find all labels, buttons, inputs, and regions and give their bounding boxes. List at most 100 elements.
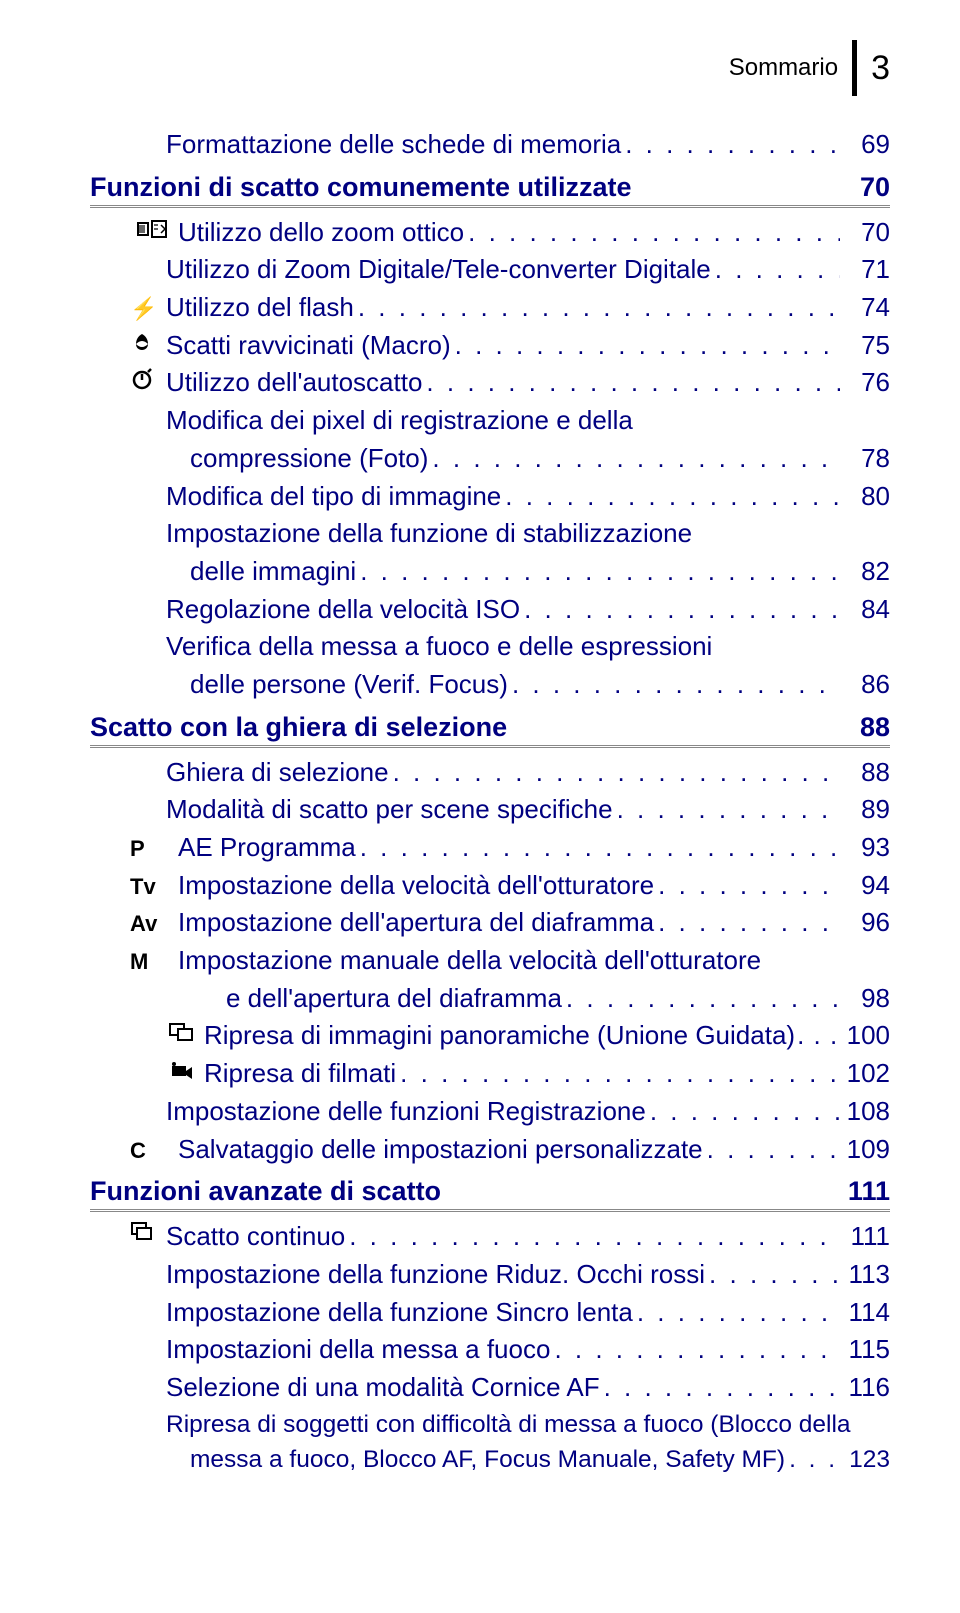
toc-section-heading[interactable]: Scatto con la ghiera di selezione 88 xyxy=(90,712,890,748)
toc-entry[interactable]: Ripresa di immagini panoramiche (Unione … xyxy=(168,1017,890,1055)
toc-entry[interactable]: Scatti ravvicinati (Macro)75 xyxy=(130,327,890,365)
page-header: Sommario 3 xyxy=(90,40,890,96)
toc-entry[interactable]: Utilizzo dell'autoscatto76 xyxy=(130,364,890,402)
toc-entry[interactable]: Impostazione delle funzioni Registrazion… xyxy=(130,1093,890,1131)
toc-text: messa a fuoco, Blocco AF, Focus Manuale,… xyxy=(190,1442,785,1478)
toc-entry[interactable]: Ripresa di soggetti con difficoltà di me… xyxy=(130,1407,890,1443)
toc-entry[interactable]: Impostazione della funzione Sincro lenta… xyxy=(130,1294,890,1332)
toc-text: Modalità di scatto per scene specifiche xyxy=(166,791,613,829)
toc-entry[interactable]: TvImpostazione della velocità dell'ottur… xyxy=(130,867,890,905)
toc-page: 74 xyxy=(840,289,890,327)
table-of-contents: Formattazione delle schede di memoria69 F… xyxy=(90,126,890,1478)
toc-page: 116 xyxy=(840,1369,890,1407)
toc-leader-dots xyxy=(654,867,840,905)
toc-page: 86 xyxy=(840,666,890,704)
toc-text: Selezione di una modalità Cornice AF xyxy=(166,1369,600,1407)
toc-page: 94 xyxy=(840,867,890,905)
toc-page: 115 xyxy=(840,1331,890,1369)
toc-entry[interactable]: Formattazione delle schede di memoria69 xyxy=(130,126,890,164)
toc-text: Utilizzo del flash xyxy=(166,289,354,327)
movie-icon xyxy=(168,1058,204,1091)
toc-page: 78 xyxy=(840,440,890,478)
toc-entry[interactable]: Regolazione della velocità ISO84 xyxy=(130,591,890,629)
toc-text: delle immagini xyxy=(190,553,356,591)
toc-page: 80 xyxy=(840,478,890,516)
toc-continuation[interactable]: compressione (Foto)78 xyxy=(190,440,890,478)
toc-leader-dots xyxy=(795,1017,840,1055)
toc-leader-dots xyxy=(464,214,840,252)
toc-entry[interactable]: MImpostazione manuale della velocità del… xyxy=(130,942,890,980)
mode-icon: M xyxy=(130,946,178,978)
section-title: Funzioni avanzate di scatto xyxy=(90,1176,441,1207)
toc-text: AE Programma xyxy=(178,829,356,867)
toc-entry[interactable]: Modifica del tipo di immagine 80 xyxy=(130,478,890,516)
toc-leader-dots xyxy=(356,829,840,867)
toc-entry[interactable]: AvImpostazione dell'apertura del diafram… xyxy=(130,904,890,942)
pano-icon xyxy=(168,1020,204,1053)
toc-page: 114 xyxy=(840,1294,890,1332)
toc-text: Impostazione manuale della velocità dell… xyxy=(178,942,761,980)
toc-entry[interactable]: Impostazione della funzione Riduz. Occhi… xyxy=(130,1256,890,1294)
toc-text: e dell'apertura del diaframma xyxy=(226,980,562,1018)
toc-entry[interactable]: Verifica della messa a fuoco e delle esp… xyxy=(130,628,890,666)
toc-entry[interactable]: Ghiera di selezione88 xyxy=(130,754,890,792)
macro-icon xyxy=(130,330,166,363)
toc-leader-dots xyxy=(711,251,840,289)
toc-text: Utilizzo dello zoom ottico xyxy=(178,214,464,252)
toc-continuation[interactable]: delle immagini 82 xyxy=(190,553,890,591)
toc-leader-dots xyxy=(396,1055,840,1093)
toc-entry[interactable]: Modalità di scatto per scene specifiche8… xyxy=(130,791,890,829)
toc-page: 70 xyxy=(840,214,890,252)
toc-leader-dots xyxy=(646,1093,840,1131)
toc-page: 93 xyxy=(840,829,890,867)
toc-leader-dots xyxy=(501,478,840,516)
toc-entry[interactable]: Utilizzo di Zoom Digitale/Tele-converter… xyxy=(130,251,890,289)
toc-page: 69 xyxy=(840,126,890,164)
toc-page: 76 xyxy=(840,364,890,402)
toc-entry[interactable]: Modifica dei pixel di registrazione e de… xyxy=(130,402,890,440)
toc-page: 88 xyxy=(840,754,890,792)
toc-text: Impostazione della funzione di stabilizz… xyxy=(166,515,692,553)
toc-page: 108 xyxy=(840,1093,890,1131)
toc-leader-dots xyxy=(345,1218,840,1256)
toc-continuation[interactable]: delle persone (Verif. Focus)86 xyxy=(190,666,890,704)
toc-entry[interactable]: CSalvataggio delle impostazioni personal… xyxy=(130,1131,890,1169)
toc-entry[interactable]: PAE Programma93 xyxy=(130,829,890,867)
toc-entry[interactable]: Impostazioni della messa a fuoco 115 xyxy=(130,1331,890,1369)
toc-entry[interactable]: Scatto continuo111 xyxy=(130,1218,890,1256)
section-page: 88 xyxy=(860,712,890,743)
toc-page: 71 xyxy=(840,251,890,289)
toc-text: Modifica dei pixel di registrazione e de… xyxy=(166,402,633,440)
toc-text: Scatto continuo xyxy=(166,1218,345,1256)
toc-leader-dots xyxy=(354,289,840,327)
toc-continuation[interactable]: e dell'apertura del diaframma98 xyxy=(226,980,890,1018)
toc-text: Impostazione della funzione Riduz. Occhi… xyxy=(166,1256,705,1294)
toc-leader-dots xyxy=(621,126,840,164)
toc-text: Modifica del tipo di immagine xyxy=(166,478,501,516)
toc-page: 96 xyxy=(840,904,890,942)
toc-leader-dots xyxy=(428,440,840,478)
toc-section-heading[interactable]: Funzioni avanzate di scatto111 xyxy=(90,1176,890,1212)
toc-page: 82 xyxy=(840,553,890,591)
header-label: Sommario xyxy=(729,54,838,82)
toc-entry[interactable]: ⚡Utilizzo del flash74 xyxy=(130,289,890,327)
toc-entry[interactable]: Ripresa di filmati102 xyxy=(168,1055,890,1093)
toc-leader-dots xyxy=(520,591,840,629)
mode-icon: C xyxy=(130,1135,178,1167)
timer-icon xyxy=(130,367,166,400)
toc-text: Impostazioni della messa a fuoco xyxy=(166,1331,550,1369)
toc-entry[interactable]: Selezione di una modalità Cornice AF 116 xyxy=(130,1369,890,1407)
mode-icon: Tv xyxy=(130,871,178,903)
toc-page: 113 xyxy=(840,1256,890,1294)
toc-entry[interactable]: Impostazione della funzione di stabilizz… xyxy=(130,515,890,553)
toc-continuation[interactable]: messa a fuoco, Blocco AF, Focus Manuale,… xyxy=(190,1442,890,1478)
toc-leader-dots xyxy=(356,553,840,591)
toc-text: Impostazione delle funzioni Registrazion… xyxy=(166,1093,646,1131)
toc-page: 84 xyxy=(840,591,890,629)
toc-text: Verifica della messa a fuoco e delle esp… xyxy=(166,628,712,666)
toc-section-heading[interactable]: Funzioni di scatto comunemente utilizzat… xyxy=(90,172,890,208)
toc-leader-dots xyxy=(785,1442,840,1478)
toc-entry[interactable]: Utilizzo dello zoom ottico 70 xyxy=(130,214,890,252)
section-title: Scatto con la ghiera di selezione xyxy=(90,712,507,743)
toc-text: Ripresa di immagini panoramiche (Unione … xyxy=(204,1017,795,1055)
